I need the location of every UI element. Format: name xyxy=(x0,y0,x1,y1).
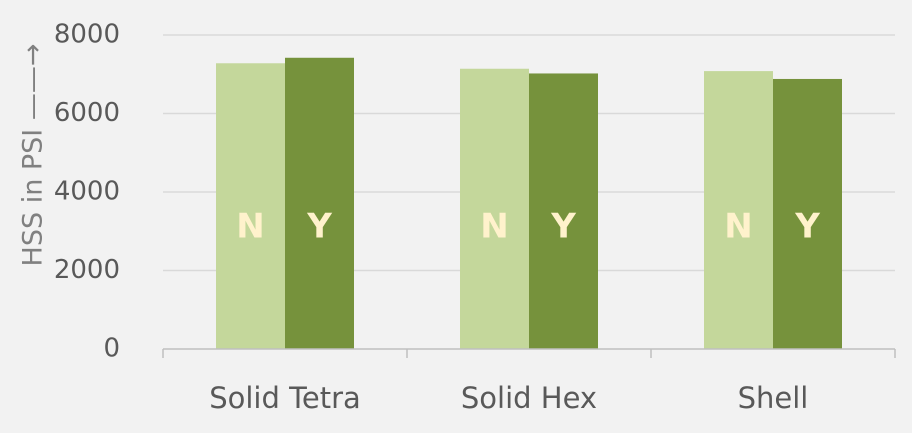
y-tick-label: 4000 xyxy=(54,177,120,207)
bar-n-solid-tetra xyxy=(216,63,285,349)
y-tick-label: 2000 xyxy=(54,255,120,285)
bar-y-solid-tetra xyxy=(285,57,354,349)
bars xyxy=(216,57,842,350)
bar-label: N xyxy=(724,207,752,247)
bar-n-shell xyxy=(704,71,773,350)
bar-y-shell xyxy=(773,78,842,350)
bar-n-solid-hex xyxy=(460,68,529,349)
bar-label: Y xyxy=(306,207,332,247)
x-axis xyxy=(162,348,896,358)
category-label: Solid Tetra xyxy=(209,381,361,415)
category-label: Shell xyxy=(738,381,809,415)
category-labels: Solid Tetra Solid Hex Shell xyxy=(209,381,808,415)
y-tick-label: 0 xyxy=(103,334,120,364)
bar-label: Y xyxy=(794,207,820,247)
category-label: Solid Hex xyxy=(461,381,597,415)
bar-label: Y xyxy=(550,207,576,247)
bar-label: N xyxy=(236,207,264,247)
y-tick-labels: 0 2000 4000 6000 8000 xyxy=(54,20,120,364)
y-tick-label: 6000 xyxy=(54,98,120,128)
bar-y-solid-hex xyxy=(529,73,598,349)
y-axis-label: HSS in PSI ——→ xyxy=(18,44,49,267)
bar-label: N xyxy=(480,207,508,247)
y-tick-label: 8000 xyxy=(54,20,120,50)
